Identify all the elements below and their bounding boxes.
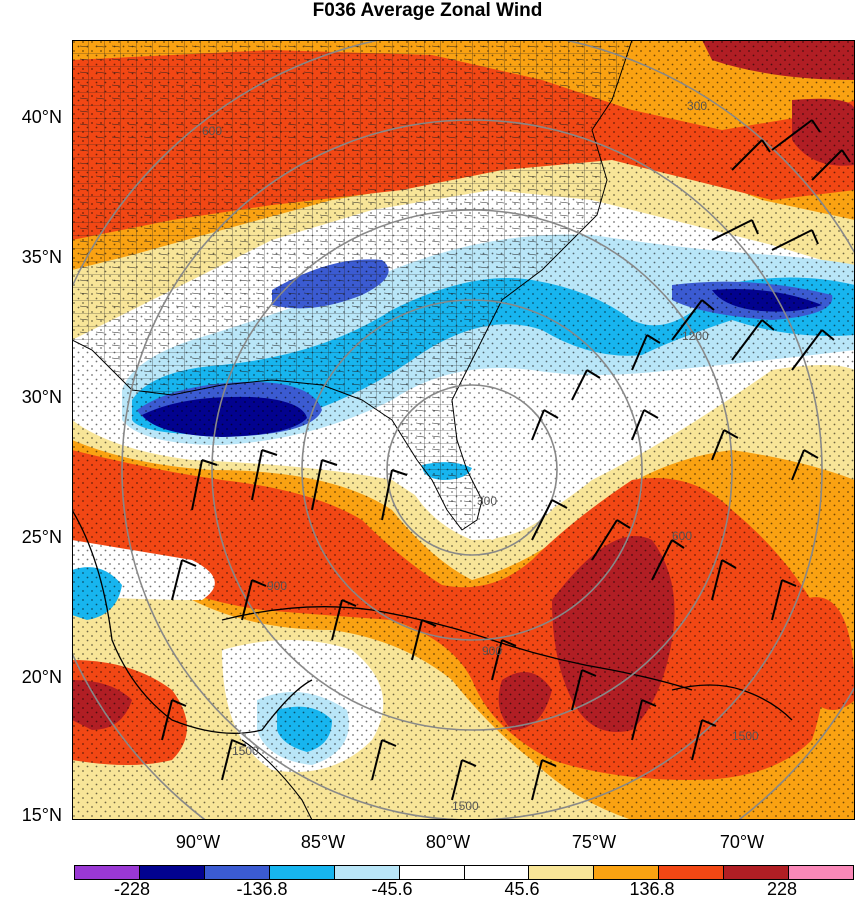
- contour-label: 900: [482, 644, 502, 658]
- colorbar-swatch: [203, 865, 269, 880]
- contour-label: 300: [477, 494, 497, 508]
- contour-label: 600: [202, 124, 222, 138]
- colorbar-swatch: [593, 865, 659, 880]
- yucatan-coast: [241, 739, 313, 820]
- colorbar-swatch: [528, 865, 594, 880]
- colorbar-swatch: [333, 865, 399, 880]
- mexico-coast: [72, 509, 313, 734]
- contour-labels: 300 600 900 1200 1500 1500 1500 900 600 …: [202, 99, 759, 813]
- map-title: F036 Average Zonal Wind: [312, 0, 543, 21]
- lat-label-40n: 40°N: [21, 107, 62, 127]
- us-land-counties: [72, 40, 633, 531]
- lon-label-75w: 75°W: [571, 832, 617, 852]
- lat-label-30n: 30°N: [21, 387, 62, 407]
- lon-label-80w: 80°W: [425, 832, 471, 852]
- contour-label: 600: [672, 529, 692, 543]
- lat-label-25n: 25°N: [21, 527, 62, 547]
- colorbar-swatch: [138, 865, 204, 880]
- range-rings: [72, 40, 855, 820]
- colorbar-swatch: [268, 865, 334, 880]
- wind-map-svg: 300 600 900 1200 1500 1500 1500 900 600 …: [72, 40, 855, 820]
- cuba-outline: [221, 606, 693, 691]
- lat-label-20n: 20°N: [21, 667, 62, 687]
- contour-label: 900: [267, 579, 287, 593]
- colorbar-swatch: [74, 865, 139, 880]
- colorbar-label: -45.6: [371, 879, 413, 899]
- colorbar: [74, 865, 855, 880]
- contour-label: 1500: [732, 729, 759, 743]
- wind-barbs: [161, 119, 851, 801]
- contour-label: 1500: [452, 799, 479, 813]
- colorbar-label: 228: [766, 879, 798, 899]
- colorbar-label: -136.8: [236, 879, 288, 899]
- colorbar-label: -228: [113, 879, 151, 899]
- colorbar-label: 45.6: [504, 879, 540, 899]
- contour-label: 300: [687, 99, 707, 113]
- colorbar-label: 136.8: [629, 879, 675, 899]
- contour-label: 1200: [682, 329, 709, 343]
- colorbar-swatch: [788, 865, 855, 880]
- lon-label-70w: 70°W: [719, 832, 765, 852]
- hispaniola-outline: [671, 684, 793, 721]
- lat-label-35n: 35°N: [21, 247, 62, 267]
- lon-label-85w: 85°W: [300, 832, 346, 852]
- colorbar-swatch: [463, 865, 529, 880]
- colorbar-swatch: [658, 865, 724, 880]
- colorbar-swatch: [723, 865, 789, 880]
- contour-label: 1500: [232, 744, 259, 758]
- map-panel[interactable]: 300 600 900 1200 1500 1500 1500 900 600 …: [72, 40, 855, 820]
- colorbar-swatch: [398, 865, 464, 880]
- lon-label-90w: 90°W: [175, 832, 221, 852]
- lat-label-15n: 15°N: [21, 805, 62, 825]
